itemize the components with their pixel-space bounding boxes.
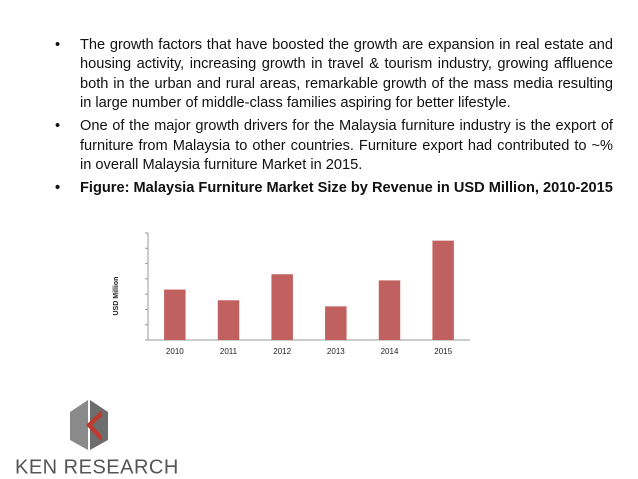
bullet: Figure: Malaysia Furniture Market Size b… [55, 179, 613, 199]
x-tick-label: 2010 [166, 347, 184, 356]
bar [217, 300, 240, 340]
logo-icon [90, 400, 108, 450]
bullet: One of the major growth drivers for the … [55, 117, 613, 175]
x-tick-label: 2012 [273, 347, 291, 356]
x-tick-label: 2014 [381, 347, 399, 356]
bar [164, 289, 186, 340]
bullet-list: The growth factors that have boosted the… [55, 36, 613, 202]
logo-icon [70, 400, 88, 450]
bullet: The growth factors that have boosted the… [55, 36, 613, 114]
x-tick-label: 2011 [220, 347, 238, 356]
logo-text: KEN RESEARCH [15, 456, 179, 478]
x-tick-label: 2013 [327, 347, 345, 356]
bar [432, 240, 454, 340]
x-tick-label: 2015 [434, 347, 452, 356]
bar [271, 274, 293, 340]
logo: KEN RESEARCH [15, 400, 179, 478]
bar [378, 280, 401, 340]
logo-icon [86, 410, 102, 442]
bar [325, 306, 347, 340]
y-axis-label: USD Million [113, 277, 120, 316]
